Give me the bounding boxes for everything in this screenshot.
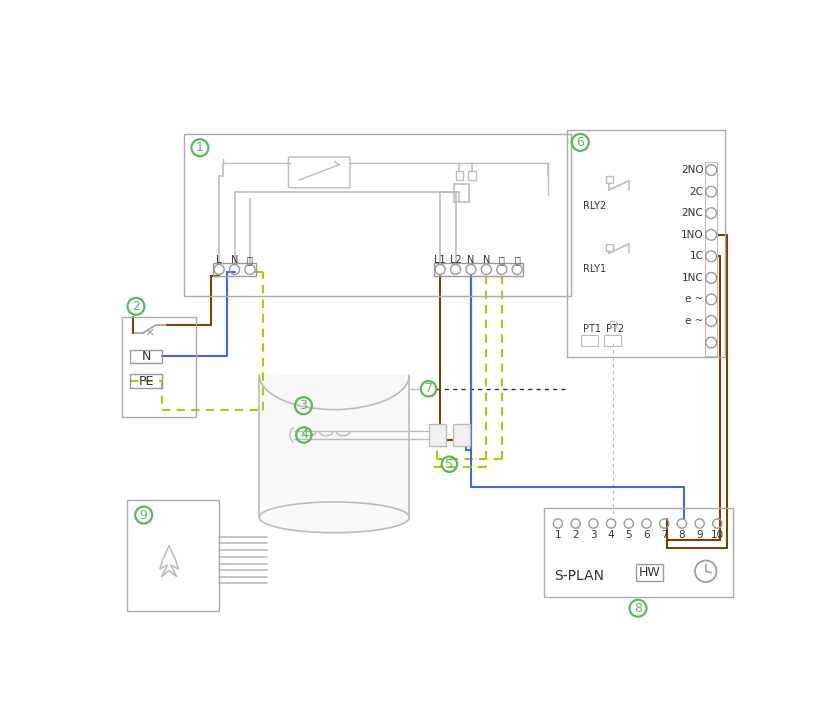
Text: 3: 3	[590, 530, 596, 540]
Bar	[453, 424, 470, 446]
Text: 8: 8	[634, 602, 642, 615]
Bar	[606, 176, 613, 183]
Bar	[604, 335, 621, 345]
Text: 9: 9	[696, 530, 703, 540]
Text: 2: 2	[132, 300, 140, 313]
Text: L: L	[216, 255, 222, 265]
Bar	[581, 335, 598, 345]
Text: 2C: 2C	[690, 187, 704, 197]
Text: 4: 4	[300, 429, 308, 442]
Text: N: N	[467, 255, 474, 265]
Text: 5: 5	[625, 530, 632, 540]
Text: ⏚: ⏚	[247, 255, 253, 265]
Text: 9: 9	[139, 508, 148, 521]
Bar	[213, 264, 256, 276]
Text: 7: 7	[425, 382, 432, 396]
Text: 8: 8	[679, 530, 686, 540]
Text: HW: HW	[639, 566, 661, 579]
Bar	[606, 244, 613, 251]
Text: N: N	[231, 255, 238, 265]
Bar	[130, 350, 163, 363]
Bar	[637, 564, 662, 580]
Bar	[544, 508, 733, 597]
Text: ⏚: ⏚	[499, 255, 505, 265]
Bar	[434, 264, 523, 276]
Text: PT2: PT2	[606, 324, 624, 334]
Text: L1: L1	[434, 255, 446, 265]
Bar	[468, 171, 475, 180]
Text: L2: L2	[450, 255, 461, 265]
Bar	[185, 134, 571, 296]
Text: 1NC: 1NC	[681, 273, 704, 283]
Text: 4: 4	[608, 530, 615, 540]
Bar	[568, 130, 725, 357]
Text: PE: PE	[139, 375, 153, 388]
Bar	[610, 321, 616, 327]
Bar	[122, 317, 196, 417]
Text: ⏚: ⏚	[514, 255, 520, 265]
Text: e ~: e ~	[685, 316, 704, 326]
Text: 1: 1	[196, 141, 204, 154]
Text: 1C: 1C	[690, 251, 704, 261]
Text: S-PLAN: S-PLAN	[554, 569, 604, 583]
Bar	[705, 162, 718, 356]
Text: RLY2: RLY2	[582, 200, 606, 210]
Bar	[130, 374, 163, 388]
Text: 6: 6	[644, 530, 650, 540]
Text: 2NO: 2NO	[681, 165, 704, 175]
Text: 2: 2	[573, 530, 579, 540]
Text: 1: 1	[554, 530, 561, 540]
Text: RLY1: RLY1	[582, 264, 606, 274]
Ellipse shape	[259, 502, 409, 533]
Bar	[429, 424, 446, 446]
Text: 2NC: 2NC	[681, 208, 704, 218]
Bar	[455, 171, 464, 180]
Text: 1NO: 1NO	[681, 230, 704, 240]
Text: e ~: e ~	[685, 294, 704, 304]
Text: 7: 7	[661, 530, 667, 540]
Text: 10: 10	[711, 530, 724, 540]
Text: ×: ×	[144, 326, 155, 339]
Text: 6: 6	[577, 136, 584, 149]
Text: 3: 3	[299, 399, 308, 412]
Text: PT1: PT1	[582, 324, 601, 334]
Text: 5: 5	[446, 458, 454, 471]
Bar	[259, 375, 409, 518]
Text: N: N	[483, 255, 490, 265]
Text: N: N	[141, 350, 151, 363]
Bar	[127, 500, 219, 611]
